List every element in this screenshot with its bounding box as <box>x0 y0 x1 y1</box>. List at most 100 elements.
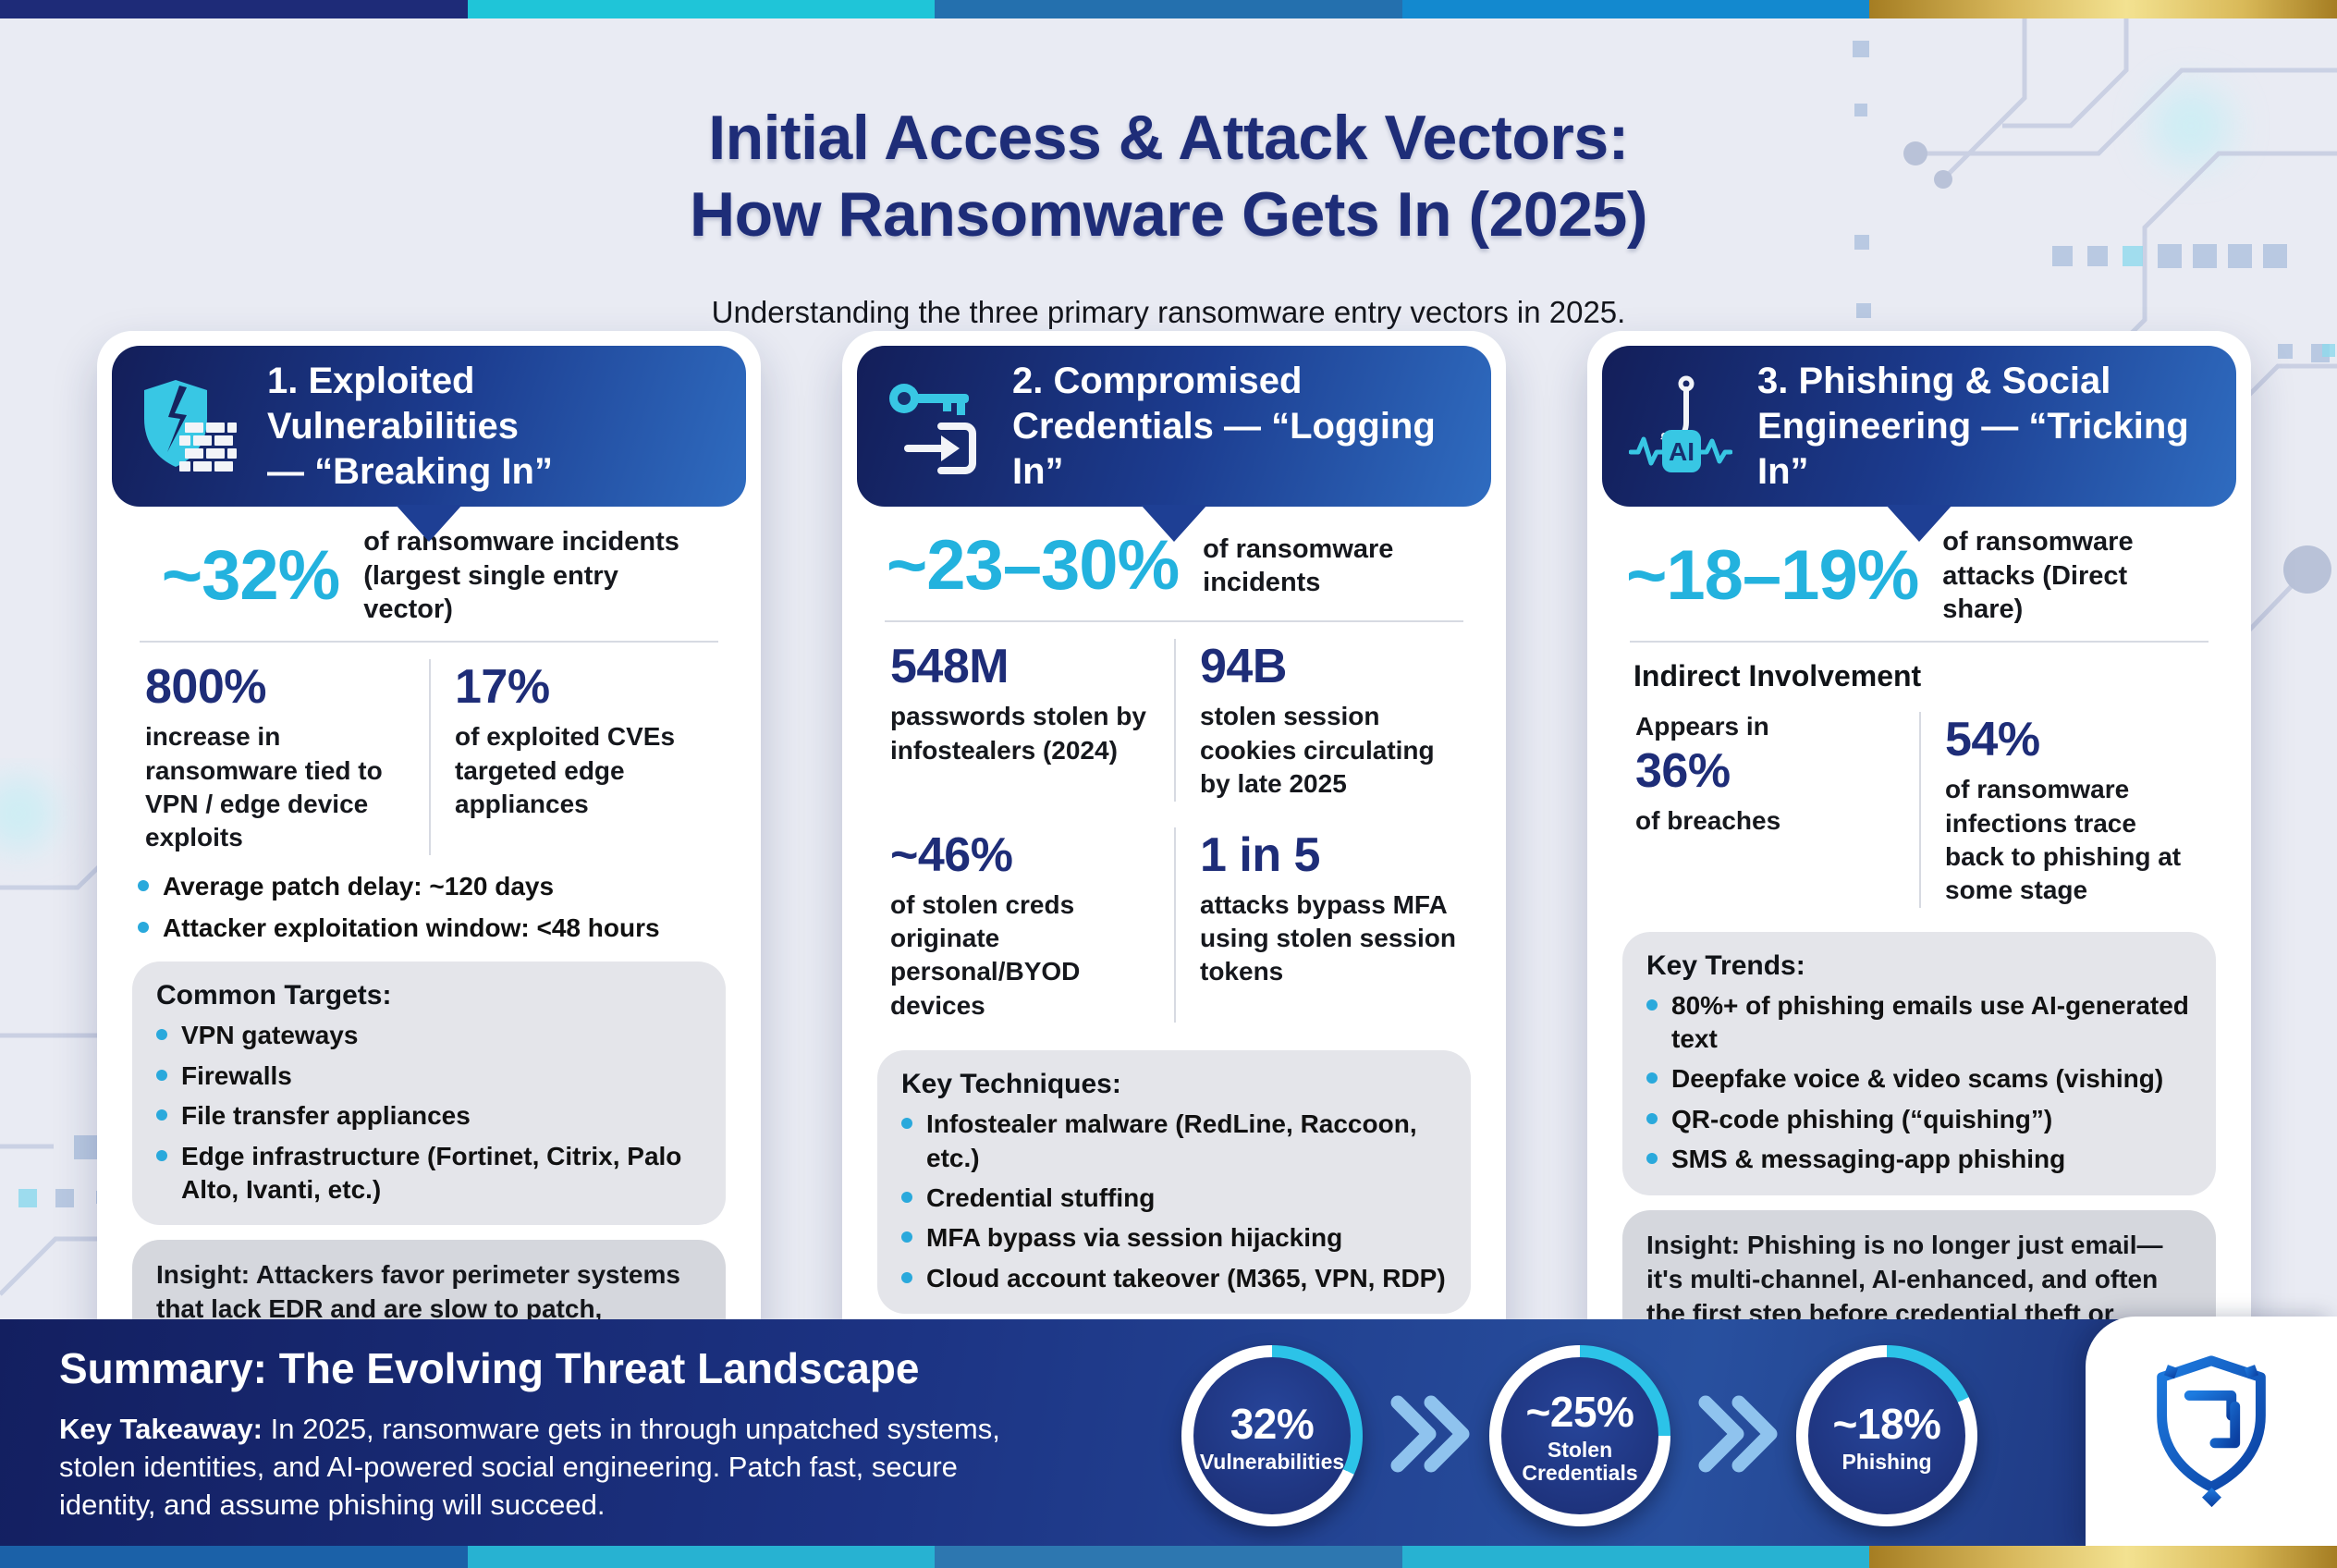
stat-breach-share: Appears in 36% of breaches <box>1624 712 1919 908</box>
card3-body: ~18–19% of ransomware attacks (Direct sh… <box>1602 507 2236 1384</box>
stat-prefix: Appears in <box>1635 712 1769 741</box>
stat-value: ~46% <box>890 827 1013 882</box>
card2-key-techniques-panel: Key Techniques: Infostealer malware (Red… <box>877 1050 1471 1315</box>
card2-header-tail <box>1141 505 1207 543</box>
card2-headline-caption: of ransomware incidents <box>1203 533 1394 597</box>
stat-value: 800% <box>145 660 267 715</box>
bullet-text: MFA bypass via session hijacking <box>926 1223 1343 1253</box>
list-item: Deepfake voice & video scams (vishing) <box>1646 1062 2192 1096</box>
list-item: File transfer appliances <box>156 1099 702 1133</box>
stat-caption: of ransomware infections trace back to p… <box>1945 775 2182 905</box>
stat-vpn-increase: 800% increase in ransomware tied to VPN … <box>134 659 429 855</box>
vector-cards: 1. Exploited Vulnerabilities — “Breaking… <box>97 331 2251 1492</box>
list-item: Infostealer malware (RedLine, Raccoon, e… <box>901 1108 1447 1175</box>
summary-takeaway: Key Takeaway: In 2025, ransomware gets i… <box>59 1410 1053 1525</box>
stat-caption: of exploited CVEs targeted edge applianc… <box>455 722 676 818</box>
stat-value: 1 in 5 <box>1200 827 1320 882</box>
list-item: VPN gateways <box>156 1019 702 1052</box>
list-item: Cloud account takeover (M365, VPN, RDP) <box>901 1262 1447 1295</box>
bullet-dot <box>138 879 149 891</box>
flow-value: ~25% <box>1525 1388 1634 1437</box>
bullet-dot <box>1646 998 1658 1011</box>
list-item: Edge infrastructure (Fortinet, Citrix, P… <box>156 1140 702 1207</box>
strip-segment <box>0 0 468 18</box>
flow-ring-inner: ~25% Stolen Credentials <box>1501 1357 1658 1514</box>
bullet-dot <box>901 1271 912 1283</box>
flow-ring-stolen-credentials: ~25% Stolen Credentials <box>1489 1345 1670 1526</box>
flow-ring-inner: ~18% Phishing <box>1808 1357 1965 1514</box>
strip-segment <box>1869 0 2337 18</box>
list-item: Firewalls <box>156 1060 702 1093</box>
card2-headline-value: ~23–30% <box>886 526 1180 606</box>
divider <box>1630 641 2209 643</box>
list-item: Credential stuffing <box>901 1182 1447 1215</box>
card-exploited-vulnerabilities: 1. Exploited Vulnerabilities — “Breaking… <box>97 331 761 1492</box>
indirect-involvement-title: Indirect Involvement <box>1633 659 1922 693</box>
bullet-dot <box>1646 1153 1658 1165</box>
card1-headline: ~32% of ransomware incidents (largest si… <box>136 525 722 626</box>
card3-title-line1: 3. Phishing & Social <box>1757 361 2111 401</box>
key-login-icon <box>881 374 990 478</box>
bullet-dot <box>138 922 149 934</box>
page-title-line1: Initial Access & Attack Vectors: <box>708 102 1629 173</box>
card3-title-line2: Engineering — “Tricking In” <box>1757 405 2189 492</box>
stat-value: 54% <box>1945 713 2040 767</box>
bullet-text: Deepfake voice & video scams (vishing) <box>1671 1064 2164 1094</box>
page-header: Initial Access & Attack Vectors: How Ran… <box>0 57 2337 330</box>
stat-value: 36% <box>1635 744 1731 799</box>
card1-title: 1. Exploited Vulnerabilities — “Breaking… <box>267 359 722 494</box>
flow-ring-phishing: ~18% Phishing <box>1796 1345 1977 1526</box>
stat-mfa-bypass: 1 in 5 attacks bypass MFA using stolen s… <box>1174 827 1469 1023</box>
page-subtitle: Understanding the three primary ransomwa… <box>711 295 1626 329</box>
stat-value: 548M <box>890 640 1009 694</box>
card1-headline-value: ~32% <box>161 536 340 616</box>
stat-caption: of breaches <box>1635 806 1781 836</box>
stat-exploited-cves: 17% of exploited CVEs targeted edge appl… <box>429 659 724 855</box>
stat-caption: attacks bypass MFA using stolen session … <box>1200 889 1456 986</box>
card2-header: 2. Compromised Credentials — “Logging In… <box>857 346 1491 543</box>
top-color-strip <box>0 0 2337 18</box>
stat-caption: stolen session cookies circulating by la… <box>1200 702 1435 799</box>
divider <box>885 620 1463 623</box>
panel-list: 80%+ of phishing emails use AI-generated… <box>1646 989 2192 1177</box>
card-phishing-social-engineering: AI 3. Phishing & Social Engineering — “T… <box>1587 331 2251 1492</box>
bullet-text: VPN gateways <box>181 1021 359 1050</box>
card1-bullets: Average patch delay: ~120 days Attacker … <box>138 870 720 946</box>
takeaway-label: Key Takeaway: <box>59 1413 263 1445</box>
bullet-dot <box>901 1118 912 1130</box>
stat-caption: passwords stolen by infostealers (2024) <box>890 702 1146 765</box>
bullet-text: 80%+ of phishing emails use AI-generated… <box>1671 990 2189 1054</box>
flow-value: 32% <box>1230 1399 1315 1448</box>
bullet-dot <box>901 1231 912 1243</box>
flow-ring-vulnerabilities: 32% Vulnerabilities <box>1181 1345 1363 1526</box>
brand-logo-panel <box>2086 1317 2337 1546</box>
bullet-dot <box>156 1029 167 1041</box>
card1-common-targets-panel: Common Targets: VPN gateways Firewalls F… <box>132 962 726 1226</box>
flow-label: Vulnerabilities <box>1199 1449 1345 1474</box>
stat-value: 94B <box>1200 640 1287 694</box>
stat-caption: increase in ransomware tied to VPN / edg… <box>145 722 383 852</box>
strip-segment <box>0 1546 468 1568</box>
takeaway-text: In 2025, ransomware gets in through unpa… <box>59 1413 1000 1522</box>
bullet-dot <box>1646 1072 1658 1084</box>
card2-title: 2. Compromised Credentials — “Logging In… <box>1012 359 1467 494</box>
stat-caption: of stolen creds originate personal/BYOD … <box>890 889 1081 1020</box>
panel-title: Common Targets: <box>156 980 392 1011</box>
card3-stats: Appears in 36% of breaches 54% of ransom… <box>1622 708 2216 908</box>
card1-title-line2: — “Breaking In” <box>267 450 553 492</box>
divider <box>140 641 718 643</box>
flow-ring-inner: 32% Vulnerabilities <box>1193 1357 1351 1514</box>
bullet-text: Firewalls <box>181 1060 292 1090</box>
card3-header-tail <box>1886 505 1952 543</box>
list-item: QR-code phishing (“quishing”) <box>1646 1103 2192 1136</box>
card2-title-line2: Credentials — “Logging In” <box>1012 405 1436 492</box>
chevron-right-icon <box>1390 1395 1470 1473</box>
card3-key-trends-panel: Key Trends: 80%+ of phishing emails use … <box>1622 931 2216 1195</box>
bullet-text: Attacker exploitation window: <48 hours <box>163 913 660 943</box>
bullet-dot <box>901 1191 912 1203</box>
panel-list: VPN gateways Firewalls File transfer app… <box>156 1019 702 1207</box>
bullet-text: Cloud account takeover (M365, VPN, RDP) <box>926 1263 1446 1292</box>
stat-byod-creds: ~46% of stolen creds originate personal/… <box>879 827 1174 1023</box>
bottom-color-strip <box>0 1546 2337 1568</box>
